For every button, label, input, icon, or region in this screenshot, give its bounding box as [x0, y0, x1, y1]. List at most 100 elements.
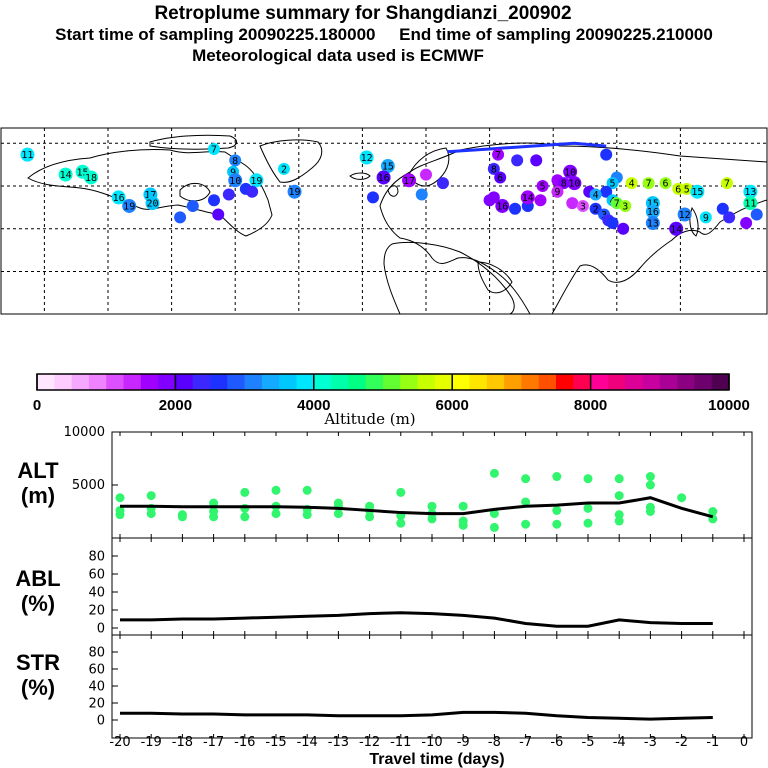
map-marker: 5 [536, 180, 549, 193]
map-marker-label: 16 [647, 207, 659, 218]
map-marker-label: 14 [522, 193, 534, 204]
map-marker: 19 [287, 184, 302, 199]
colorbar-cell [227, 374, 245, 390]
map-marker-dot [645, 216, 660, 231]
map-marker-label: 6 [663, 179, 669, 190]
map-marker: 20 [145, 196, 160, 211]
colorbar-cell [642, 374, 661, 390]
map-marker-dot [672, 182, 685, 195]
map-marker-dot [619, 199, 632, 212]
map-marker-label: 6 [497, 173, 503, 184]
map-marker: 16 [111, 190, 126, 205]
map-marker: 19 [249, 173, 264, 188]
y-tick-label: 60 [88, 663, 105, 678]
x-tick-label: -17 [203, 735, 224, 750]
map-marker-label: 11 [744, 199, 756, 210]
x-tick-label: -11 [390, 735, 411, 750]
map-marker-dot [208, 194, 220, 207]
map-marker-label: 7 [211, 144, 217, 155]
map-marker-dot [750, 208, 763, 221]
map-marker [367, 191, 379, 204]
alt-point [365, 512, 375, 522]
alt-point [209, 512, 219, 522]
colorbar-cell [538, 374, 557, 390]
map-marker-dot [402, 173, 417, 188]
map-marker-label: 11 [21, 150, 33, 161]
map-marker-label: 18 [85, 173, 97, 184]
colorbar-cell [244, 374, 263, 390]
alt-tick-10000: 10000 [64, 425, 105, 440]
map-marker [212, 208, 225, 221]
x-tick-label: -14 [297, 735, 318, 750]
map-panel: 1114151820161720197891019219121516177861… [0, 127, 768, 315]
colorbar-cell [573, 374, 591, 390]
map-marker-label: 19 [289, 187, 301, 198]
colorbar-cell [279, 374, 297, 390]
map-marker: 11 [743, 196, 758, 211]
map-marker [750, 208, 763, 221]
y-tick-label: 20 [88, 697, 105, 712]
map-marker-label: 10 [568, 179, 580, 190]
map-marker: 16 [495, 198, 510, 213]
map-marker: 5 [680, 182, 693, 195]
y-tick-label: 0 [97, 714, 105, 729]
colorbar-cell [106, 374, 124, 390]
abl-label: ABL (%) [8, 566, 68, 616]
map-marker: 10 [563, 164, 578, 179]
x-tick-label: -15 [265, 735, 286, 750]
alt-label: ALT (m) [8, 458, 68, 508]
map-marker-dot [436, 177, 449, 190]
map-marker-dot [229, 154, 242, 167]
map-marker: 6 [672, 182, 685, 195]
map-marker-label: 14 [670, 224, 682, 235]
map-marker-dot [174, 211, 187, 224]
x-axis-label: Travel time (days) [369, 751, 504, 768]
colorbar-cell [158, 374, 176, 390]
map-marker-label: 13 [744, 187, 756, 198]
met-data-line: Meteorological data used is ECMWF [192, 46, 484, 65]
map-marker-label: 12 [361, 153, 373, 164]
colorbar-tick-label: 10000 [708, 397, 750, 414]
coast-hudson [179, 183, 211, 202]
map-marker-label: 7 [495, 150, 501, 161]
map-marker-label: 3 [580, 201, 586, 212]
map-marker-dot [487, 162, 500, 175]
map-marker-label: 2 [593, 204, 599, 215]
coast-arctic-islands [149, 134, 237, 150]
map-marker-dot [563, 164, 578, 179]
retroplume-track [447, 141, 607, 154]
alt-point [552, 472, 562, 482]
colorbar-cell [383, 374, 401, 390]
alt-point [521, 474, 531, 484]
x-tick-label: -18 [172, 735, 193, 750]
map-marker-label: 10 [564, 167, 576, 178]
colorbar-cell [123, 374, 142, 390]
map-marker: 10 [228, 173, 243, 188]
alt-point [521, 519, 531, 529]
map-markers: 1114151820161720197891019219121516177861… [20, 142, 763, 236]
map-marker-label: 16 [113, 193, 125, 204]
map-marker-dot [699, 211, 712, 224]
x-tick-label: -20 [109, 735, 130, 750]
colorbar-cell [88, 374, 107, 390]
map-marker-label: 9 [703, 213, 709, 224]
x-tick-label: -1 [706, 735, 719, 750]
alt-point [614, 474, 624, 484]
abl-line [120, 611, 713, 628]
alt-points [115, 468, 718, 532]
map-marker: 18 [84, 170, 99, 185]
map-marker-label: 14 [60, 170, 72, 181]
map-marker-label: 7 [614, 199, 620, 210]
alt-point [552, 519, 562, 529]
map-marker: 13 [743, 184, 758, 199]
colorbar-cell [659, 374, 678, 390]
map-marker-dot [212, 208, 225, 221]
map-marker: 16 [376, 170, 391, 185]
map-marker [415, 188, 428, 201]
alt-point [396, 487, 406, 497]
panel-frames [111, 431, 753, 739]
map-marker-dot [690, 184, 705, 199]
map-marker: 19 [122, 198, 137, 213]
